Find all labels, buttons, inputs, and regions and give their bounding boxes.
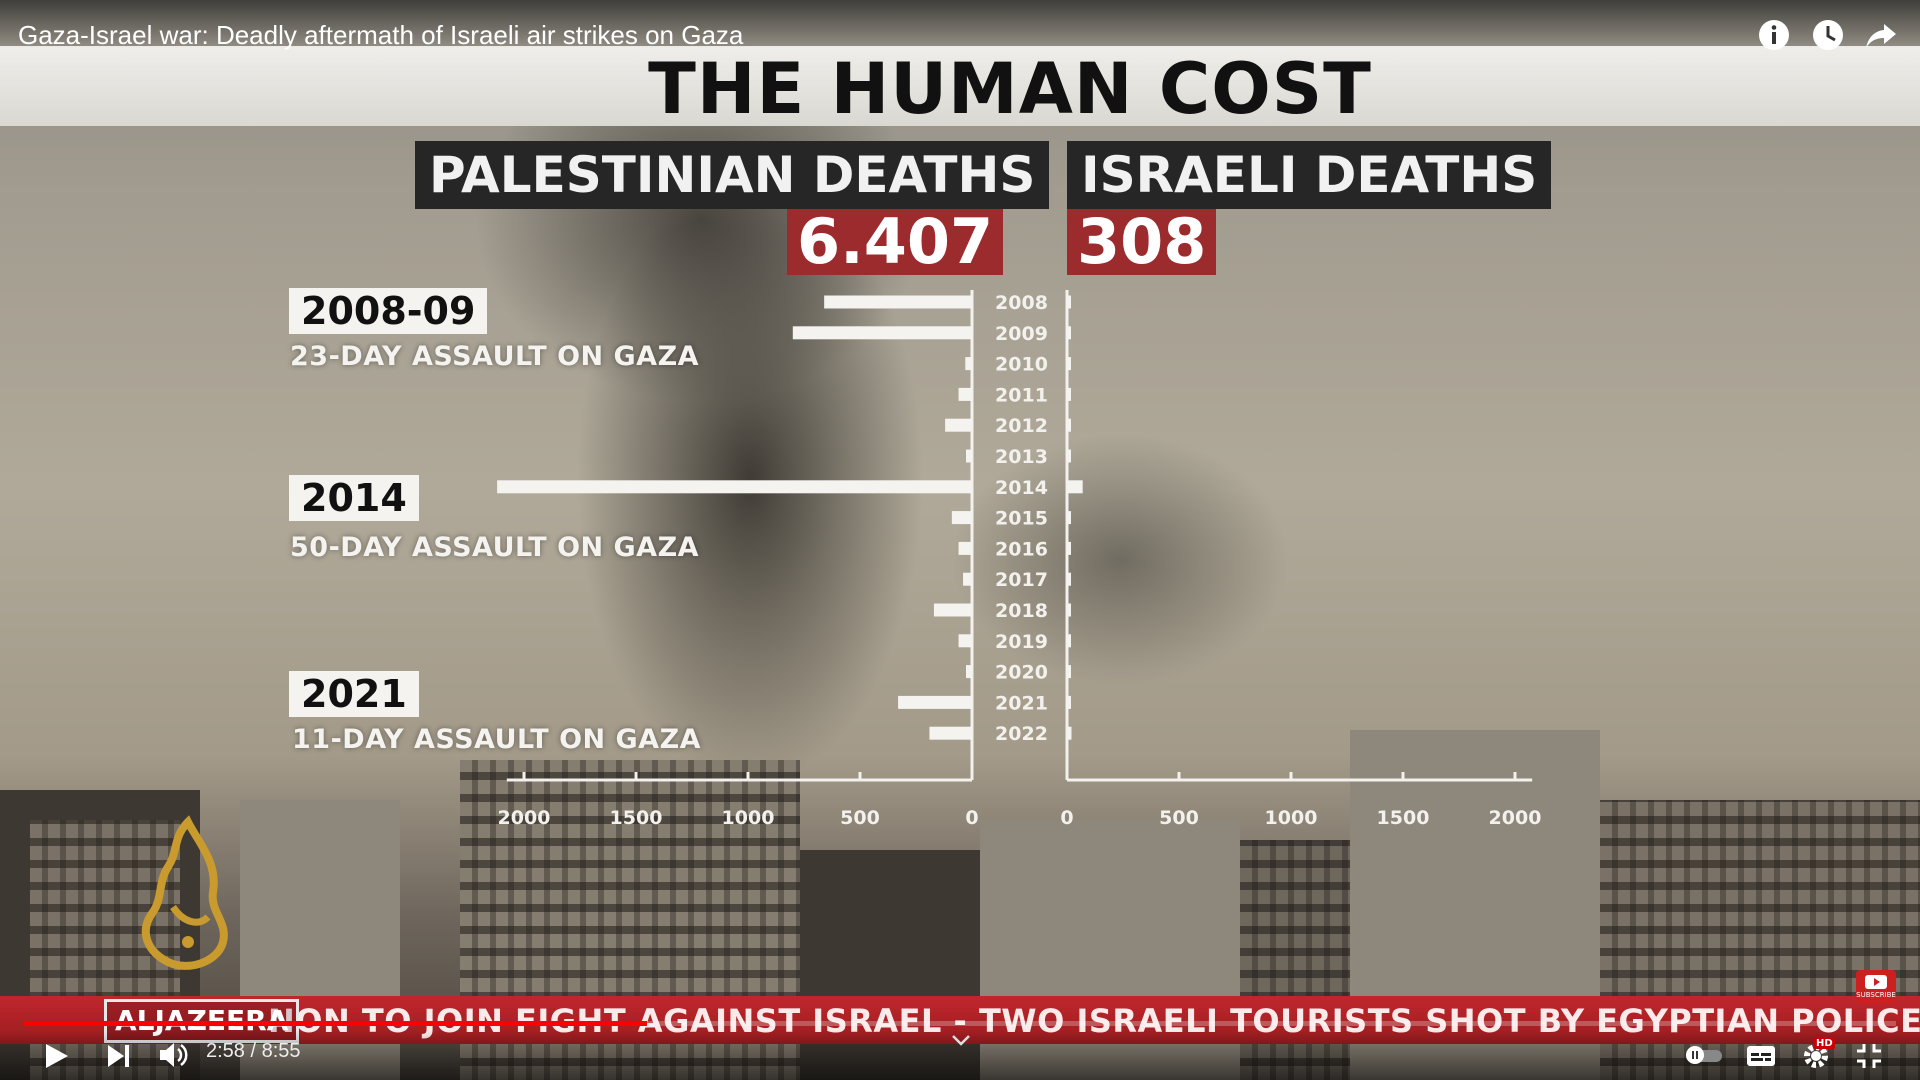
- israeli-bar: [1067, 326, 1071, 340]
- watch-later-icon[interactable]: [1811, 18, 1845, 52]
- year-label: 2012: [995, 415, 1048, 437]
- era-years-box: 2021: [289, 671, 419, 717]
- era-description: 23-DAY ASSAULT ON GAZA: [290, 341, 700, 372]
- hd-badge: HD: [1814, 1038, 1835, 1049]
- progress-bar[interactable]: [24, 1021, 1896, 1026]
- palestinian-bar: [963, 572, 972, 586]
- palestinian-bar: [958, 387, 972, 401]
- video-title[interactable]: Gaza-Israel war: Deadly aftermath of Isr…: [18, 20, 744, 50]
- israeli-bar: [1067, 665, 1071, 679]
- year-label: 2008: [995, 292, 1048, 314]
- israeli-bar: [1067, 418, 1071, 432]
- palestinian-bar: [497, 480, 972, 494]
- chevron-down-icon[interactable]: [950, 1032, 972, 1051]
- subscribe-button[interactable]: SUBSCRIBE: [1856, 970, 1896, 1004]
- right-tick-label: 2000: [1489, 807, 1542, 829]
- aljazeera-logo: [128, 812, 248, 982]
- israeli-bar: [1067, 449, 1071, 463]
- palestinian-deaths-label: PALESTINIAN DEATHS: [415, 141, 1050, 209]
- left-tick-label: 2000: [498, 807, 551, 829]
- right-tick-label: 1000: [1265, 807, 1318, 829]
- year-label: 2018: [995, 600, 1048, 622]
- israeli-bar: [1067, 357, 1071, 371]
- player-controls: 2:58 / 8:55 HD: [0, 1030, 1920, 1080]
- israeli-bar: [1067, 541, 1071, 555]
- israeli-bar: [1067, 634, 1071, 648]
- palestinian-bar: [792, 326, 972, 340]
- israeli-deaths-label: ISRAELI DEATHS: [1067, 141, 1552, 209]
- share-icon[interactable]: [1864, 18, 1898, 52]
- palestinian-bar: [933, 603, 972, 617]
- israeli-bar: [1067, 603, 1071, 617]
- year-label: 2020: [995, 662, 1048, 684]
- palestinian-bar: [824, 295, 972, 309]
- israeli-deaths-total: 308: [1067, 209, 1217, 275]
- time-current: 2:58: [206, 1040, 245, 1062]
- page-title: THE HUMAN COST: [648, 48, 1372, 130]
- palestinian-deaths-total: 6.407: [787, 209, 1004, 275]
- year-label: 2010: [995, 354, 1048, 376]
- era-years-box: 2014: [289, 475, 419, 521]
- year-label: 2013: [995, 446, 1048, 468]
- time-separator: /: [250, 1040, 257, 1062]
- year-label: 2011: [995, 384, 1048, 406]
- year-label: 2014: [995, 477, 1048, 499]
- captions-icon[interactable]: [1746, 1044, 1776, 1072]
- next-icon[interactable]: [106, 1043, 132, 1073]
- right-tick-label: 0: [1060, 807, 1073, 829]
- israeli-bar: [1067, 387, 1071, 401]
- right-tick-label: 1500: [1377, 807, 1430, 829]
- era-description: 11-DAY ASSAULT ON GAZA: [292, 724, 702, 755]
- exit-fullscreen-icon[interactable]: [1855, 1042, 1883, 1074]
- subscribe-label: SUBSCRIBE: [1856, 991, 1896, 999]
- player-title-bar: Gaza-Israel war: Deadly aftermath of Isr…: [0, 0, 1920, 50]
- israeli-bar: [1067, 511, 1071, 525]
- year-label: 2016: [995, 538, 1048, 560]
- volume-icon[interactable]: [158, 1041, 188, 1073]
- left-tick-label: 1500: [610, 807, 663, 829]
- palestinian-bar: [958, 634, 972, 648]
- left-tick-label: 1000: [722, 807, 775, 829]
- palestinian-bar: [951, 511, 972, 525]
- info-icon[interactable]: [1757, 18, 1791, 52]
- progress-played: [24, 1021, 648, 1026]
- play-icon[interactable]: [44, 1042, 70, 1074]
- palestinian-bar: [945, 418, 972, 432]
- left-tick-label: 0: [965, 807, 978, 829]
- israeli-bar: [1067, 572, 1071, 586]
- palestinian-bar: [966, 665, 972, 679]
- palestinian-bar: [898, 695, 972, 709]
- autoplay-toggle[interactable]: [1684, 1044, 1724, 1070]
- palestinian-bar: [966, 449, 972, 463]
- era-description: 50-DAY ASSAULT ON GAZA: [290, 532, 700, 563]
- year-label: 2015: [995, 508, 1048, 530]
- year-label: 2022: [995, 723, 1048, 745]
- time-display: 2:58 / 8:55: [206, 1040, 301, 1063]
- year-label: 2021: [995, 692, 1048, 714]
- palestinian-bar: [965, 357, 972, 371]
- time-total: 8:55: [261, 1040, 301, 1062]
- year-label: 2009: [995, 323, 1048, 345]
- era-years-box: 2008-09: [289, 288, 488, 334]
- title-band: [0, 46, 1920, 126]
- israeli-bar: [1067, 480, 1083, 494]
- year-label: 2019: [995, 631, 1048, 653]
- israeli-bar: [1067, 726, 1072, 740]
- right-tick-label: 500: [1159, 807, 1199, 829]
- israeli-bar: [1067, 695, 1071, 709]
- palestinian-bar: [929, 726, 972, 740]
- year-label: 2017: [995, 569, 1048, 591]
- left-tick-label: 500: [840, 807, 880, 829]
- palestinian-bar: [958, 541, 972, 555]
- israeli-bar: [1067, 295, 1071, 309]
